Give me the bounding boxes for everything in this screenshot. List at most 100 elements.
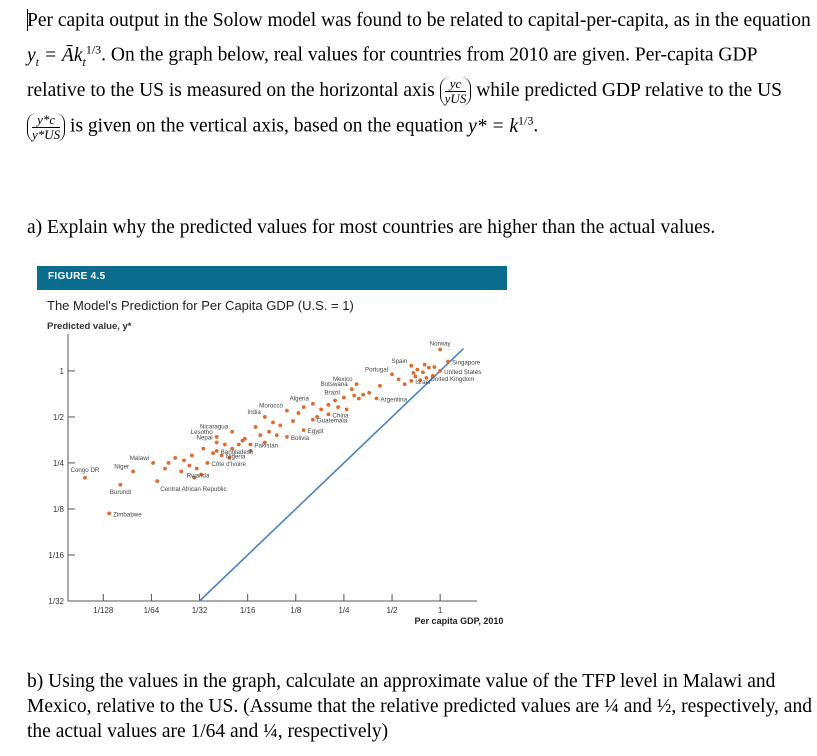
figure-panel: FIGURE 4.5 The Model's Prediction for Pe… — [37, 266, 507, 636]
data-point — [411, 371, 416, 375]
point-label: Guatemala — [317, 418, 348, 425]
data-point — [258, 433, 263, 438]
data-point — [413, 374, 418, 379]
data-point — [396, 377, 401, 382]
data-point — [352, 393, 357, 398]
data-point — [344, 407, 349, 412]
data-point-labeled — [438, 369, 443, 373]
data-point — [227, 455, 232, 460]
data-point-labeled — [83, 475, 87, 480]
figure-label: FIGURE 4.5 — [48, 271, 106, 282]
point-label: Pakistan — [254, 443, 278, 450]
data-point-labeled — [374, 396, 379, 401]
data-point — [230, 446, 235, 451]
equation-inline: yt = Ākt1/3 — [27, 42, 102, 69]
data-point-labeled — [151, 461, 155, 465]
y-tick-label: 1/4 — [53, 459, 65, 468]
x-tick-label: 1/4 — [338, 606, 350, 615]
data-point-labeled — [301, 428, 306, 433]
x-tick-label: 1/2 — [386, 606, 398, 615]
data-point — [296, 411, 301, 415]
data-point-labeled — [354, 382, 359, 386]
data-point-labeled — [248, 442, 253, 447]
point-label: Zimbabwe — [113, 511, 142, 518]
point-label: Brazil — [324, 390, 339, 397]
data-point-labeled — [285, 435, 289, 439]
data-point — [421, 370, 425, 375]
data-point-labeled — [194, 466, 199, 471]
data-point-labeled — [107, 511, 112, 516]
data-point — [418, 378, 423, 383]
point-label: Norway — [430, 341, 452, 348]
x-tick-label: 1/8 — [290, 606, 302, 615]
intro-text-3: Per-capita GDP relative to the US is mea… — [27, 44, 757, 102]
data-point — [173, 455, 178, 460]
intro-text-5: GDP relative to the US — [601, 80, 782, 102]
y-tick-label: 1/16 — [48, 551, 64, 560]
data-point — [236, 442, 241, 447]
data-point-labeled — [118, 482, 123, 487]
data-point — [422, 362, 427, 367]
data-point — [326, 402, 331, 407]
intro-text-4: while predicted — [476, 80, 597, 102]
data-point-labeled — [219, 453, 224, 458]
point-label: Spain — [391, 358, 407, 365]
data-point — [267, 429, 271, 434]
y-tick-label: 1/2 — [53, 413, 65, 422]
x-axis-title: Per capita GDP, 2010 — [415, 616, 504, 626]
point-label: Nepal — [196, 435, 212, 442]
data-point-labeled — [326, 412, 331, 417]
point-label: Niger — [114, 463, 129, 470]
data-point — [356, 396, 361, 401]
data-point — [199, 472, 204, 477]
x-tick-label: 1/32 — [192, 606, 208, 615]
point-label: Mexico — [333, 376, 353, 383]
data-point-labeled — [311, 401, 315, 406]
question-part-a: a) Explain why the predicted values for … — [27, 217, 716, 238]
y-tick-label: 1/8 — [53, 505, 65, 514]
data-point — [426, 365, 431, 370]
point-label: Lesotho — [191, 429, 214, 436]
data-point-labeled — [214, 435, 219, 439]
point-label: Argentina — [381, 397, 408, 404]
point-label: Nigeria — [226, 453, 246, 460]
data-point — [163, 466, 167, 471]
data-point — [271, 420, 275, 425]
point-label: Malawi — [130, 455, 149, 462]
point-label: Burundi — [110, 489, 131, 496]
point-label: Morocco — [259, 403, 283, 410]
data-point — [402, 382, 407, 386]
point-label: Rwanda — [187, 472, 210, 479]
point-label: United Kingdom — [430, 376, 474, 383]
data-point — [182, 458, 186, 463]
data-point — [190, 453, 194, 458]
data-point — [415, 367, 420, 372]
data-point — [319, 407, 323, 412]
point-label: Congo DR — [71, 467, 100, 474]
data-point-labeled — [438, 347, 443, 352]
point-label: Central African Republic — [160, 486, 226, 493]
figure-title: The Model's Prediction for Per Capita GD… — [47, 298, 354, 313]
data-point-labeled — [311, 417, 315, 422]
data-point — [361, 392, 366, 397]
data-point — [262, 440, 267, 445]
point-label: Nicaragua — [200, 424, 229, 431]
intro-text-6: is given on the vertical axis, based on … — [70, 115, 464, 137]
data-point — [333, 398, 337, 403]
data-point — [179, 469, 184, 474]
point-label: Bolivia — [291, 435, 310, 442]
data-point — [201, 446, 206, 451]
data-point — [301, 405, 306, 409]
data-point — [432, 365, 437, 369]
data-point — [291, 419, 295, 423]
point-label: Egypt — [308, 428, 324, 435]
question-part-b: b) Using the values in the graph, calcul… — [27, 671, 812, 742]
data-point — [248, 448, 253, 453]
data-point — [367, 390, 372, 395]
data-point — [253, 425, 258, 429]
data-point-labeled — [214, 448, 219, 453]
point-label: Bangladesh — [221, 449, 254, 456]
data-point-labeled — [155, 479, 160, 484]
point-label: India — [247, 409, 261, 416]
data-point — [430, 373, 435, 378]
